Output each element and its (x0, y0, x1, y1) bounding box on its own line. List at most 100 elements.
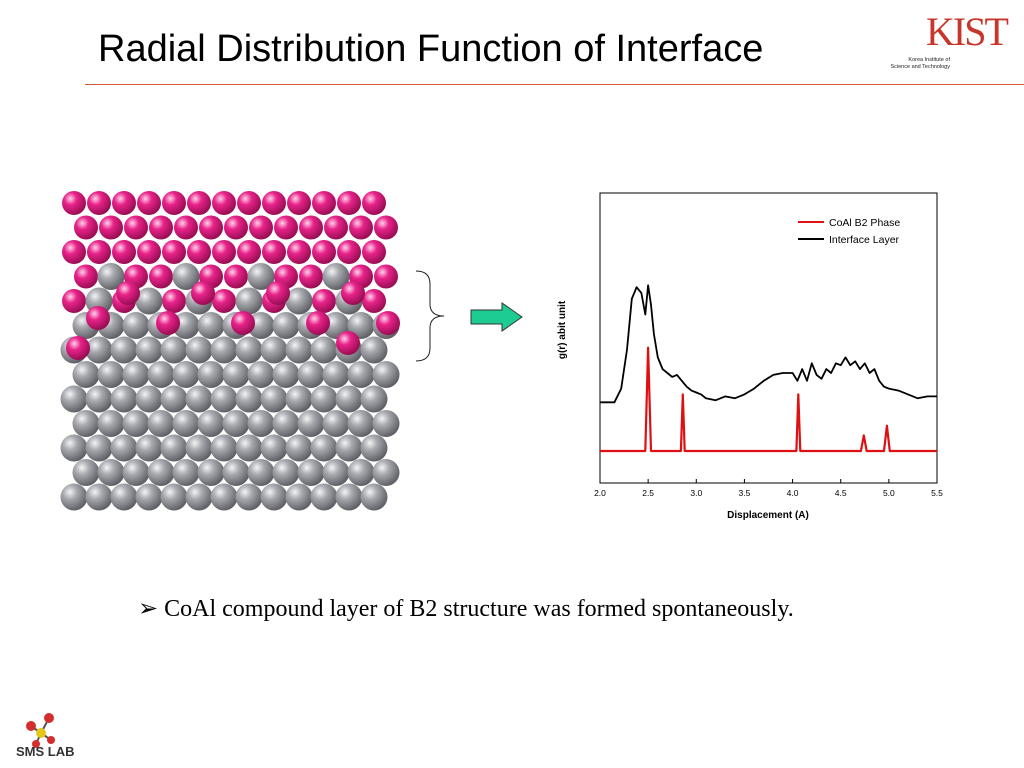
al-atom (97, 410, 125, 437)
al-atom (97, 263, 125, 290)
co-atom (299, 264, 323, 289)
co-atom (337, 191, 361, 215)
co-atom (66, 336, 90, 360)
al-atom (360, 385, 388, 413)
x-tick-label: 3.0 (690, 488, 702, 498)
rdf-chart: 2.0 2.5 3.0 3.5 4.0 4.5 5.0 5.5 g(r) abit unit … (557, 192, 943, 521)
bullet-item: ➢ CoAl compound layer of B2 structure wa… (138, 594, 794, 623)
co-atom (262, 191, 286, 215)
co-atom (62, 240, 86, 264)
co-atom (62, 191, 86, 215)
al-atom (122, 361, 150, 388)
co-atom (312, 240, 336, 264)
al-atom (210, 483, 238, 511)
co-atom (174, 215, 198, 240)
al-atom (85, 483, 113, 511)
co-atom (299, 215, 323, 240)
al-atom (235, 385, 263, 413)
atomic-structure-image (60, 191, 400, 511)
al-atom (335, 434, 363, 462)
bullet-marker-icon: ➢ (138, 596, 159, 622)
al-atom (72, 459, 100, 486)
al-atom (285, 483, 313, 511)
al-atom (197, 410, 225, 437)
al-atom (247, 361, 275, 388)
al-atom (222, 361, 250, 388)
al-atom (135, 287, 163, 315)
al-atom (135, 483, 163, 511)
al-atom (310, 434, 338, 462)
series-line-coal-b2-phase (600, 346, 937, 453)
al-atom (197, 312, 225, 339)
co-atom (336, 331, 360, 355)
y-axis-label: g(r) abit unit (557, 300, 568, 359)
al-atom (110, 434, 138, 462)
al-atom (210, 385, 238, 413)
al-atom (197, 459, 225, 486)
al-atom (360, 434, 388, 462)
al-atom (360, 483, 388, 511)
al-atom (335, 483, 363, 511)
co-atom (249, 215, 273, 240)
al-atom (210, 336, 238, 364)
al-atom (110, 336, 138, 364)
al-atom (235, 483, 263, 511)
co-atom (274, 215, 298, 240)
al-atom (160, 385, 188, 413)
al-atom (322, 410, 350, 437)
kist-sub-line2: Science and Technology (890, 63, 950, 70)
plot-frame (599, 192, 938, 484)
co-atom (199, 215, 223, 240)
co-atom (62, 289, 86, 313)
co-atom (266, 281, 290, 305)
co-atom (99, 215, 123, 240)
al-atom (160, 336, 188, 364)
al-atom (122, 312, 150, 339)
al-atom (160, 483, 188, 511)
al-atom (60, 434, 88, 462)
co-atom (376, 311, 400, 335)
co-atom (231, 311, 255, 335)
al-atom (360, 336, 388, 364)
x-tick-label: 3.5 (739, 488, 751, 498)
co-atom (191, 281, 215, 305)
x-tick-label: 5.0 (883, 488, 895, 498)
slide-title: Radial Distribution Function of Interfac… (98, 28, 764, 70)
legend-label: Interface Layer (829, 234, 900, 246)
al-atom (235, 434, 263, 462)
al-atom (297, 361, 325, 388)
al-atom (60, 483, 88, 511)
al-atom (185, 336, 213, 364)
al-atom (347, 312, 375, 339)
al-atom (272, 361, 300, 388)
co-atom (362, 289, 386, 313)
al-atom (172, 410, 200, 437)
al-atom (122, 410, 150, 437)
co-atom (74, 264, 98, 289)
co-atom (187, 191, 211, 215)
co-atom (112, 240, 136, 264)
al-atom (210, 434, 238, 462)
al-atom (372, 459, 400, 486)
co-atom (324, 215, 348, 240)
kist-logo-subtitle: Korea Institute of Science and Technolog… (880, 57, 950, 70)
al-atom (222, 410, 250, 437)
co-atom (312, 289, 336, 313)
co-atom (116, 281, 140, 305)
x-tick-label: 4.0 (787, 488, 799, 498)
co-atom (341, 281, 365, 305)
al-atom (297, 410, 325, 437)
co-atom (149, 215, 173, 240)
al-atom (60, 385, 88, 413)
x-tick-label: 2.5 (642, 488, 654, 498)
al-atom (272, 410, 300, 437)
al-atom (172, 459, 200, 486)
al-atom (85, 385, 113, 413)
al-atom (147, 361, 175, 388)
al-atom (285, 336, 313, 364)
x-axis-label: Displacement (A) (727, 510, 809, 521)
al-atom (260, 434, 288, 462)
al-atom (247, 459, 275, 486)
al-atom (110, 483, 138, 511)
al-atom (122, 459, 150, 486)
